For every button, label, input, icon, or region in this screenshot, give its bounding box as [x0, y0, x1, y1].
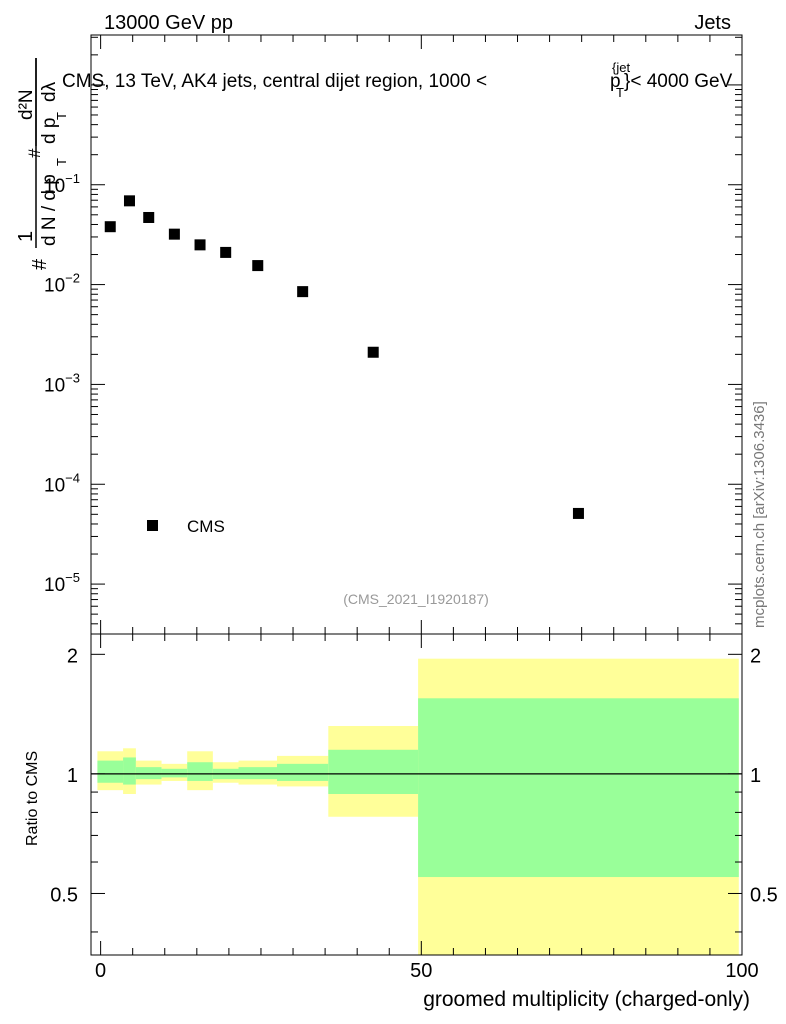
y-tick-label: 10−3 — [44, 370, 80, 396]
inner-band — [277, 763, 329, 781]
x-axis-label: groomed multiplicity (charged-only) — [423, 988, 750, 1011]
data-point — [367, 346, 379, 358]
title-sub: T — [616, 85, 624, 100]
inner-band — [135, 767, 162, 780]
data-point — [220, 246, 232, 258]
analysis-tag: (CMS_2021_I1920187) — [343, 591, 489, 607]
ratio-bands — [97, 658, 739, 955]
ratio-axis-ticks — [91, 634, 743, 955]
ylabel-hash1: # — [29, 258, 51, 270]
ylabel-dp: d p — [39, 118, 60, 144]
main-axis-ticks — [91, 35, 743, 634]
main-plot-frame — [90, 34, 743, 635]
data-point — [123, 195, 135, 207]
x-tick-label: 0 — [95, 960, 106, 982]
inner-band — [328, 749, 419, 794]
data-point — [104, 221, 116, 233]
x-tick-labels: 0 50 100 — [95, 960, 759, 982]
watermark: mcplots.cern.ch [arXiv:1306.3436] — [751, 401, 768, 628]
inner-band — [123, 757, 136, 785]
plot-title: CMS, 13 TeV, AK4 jets, central dijet reg… — [62, 60, 733, 100]
data-point — [572, 507, 584, 519]
y-tick-label: 10−5 — [44, 570, 80, 596]
header-right: Jets — [694, 12, 731, 34]
ylabel-hash2: # — [25, 148, 44, 158]
ratio-y-tick-label-right: 2 — [750, 645, 761, 667]
data-points — [104, 195, 584, 519]
title-main: CMS, 13 TeV, AK4 jets, central dijet reg… — [62, 71, 487, 92]
inner-band — [97, 760, 124, 783]
main-y-tick-labels: 10−1 10−2 10−3 10−4 10−5 — [44, 171, 80, 596]
legend-marker — [147, 520, 158, 531]
ylabel-T2: T — [54, 112, 69, 120]
y-tick-label: 10−1 — [44, 171, 80, 197]
inner-band — [418, 698, 739, 878]
ylabel-d2N: d²N — [16, 89, 37, 120]
data-point — [252, 260, 264, 272]
y-axis-label: # 1 d N / d p T # d²N d p T dλ — [15, 58, 69, 270]
ratio-y-tick-label-left: 1 — [67, 765, 78, 787]
data-point — [168, 228, 180, 240]
y-tick-label: 10−4 — [44, 470, 80, 496]
title-close: }< 4000 GeV — [624, 71, 733, 92]
ratio-y-axis-label: Ratio to CMS — [24, 751, 41, 846]
data-point — [194, 239, 206, 251]
ylabel-dl: dλ — [39, 81, 60, 102]
data-point — [143, 211, 155, 223]
legend-label: CMS — [187, 517, 225, 536]
ylabel-dN: d N / d p — [39, 174, 60, 246]
x-tick-label: 50 — [410, 960, 432, 982]
ylabel-one: 1 — [15, 231, 37, 242]
header-left: 13000 GeV pp — [104, 12, 233, 34]
title-p: p — [610, 71, 621, 92]
inner-band — [161, 768, 188, 778]
y-tick-label: 10−2 — [44, 271, 80, 297]
ratio-y-tick-label-right: 1 — [750, 765, 761, 787]
title-sup: {jet — [612, 60, 630, 75]
x-tick-label: 100 — [725, 960, 758, 982]
ratio-plot-frame — [90, 633, 743, 956]
data-point — [297, 286, 309, 298]
ratio-y-tick-labels: 0.5 0.5 1 1 2 2 — [50, 645, 778, 906]
inner-band — [238, 767, 277, 780]
inner-band — [187, 762, 213, 781]
ratio-y-tick-label-left: 2 — [67, 645, 78, 667]
ratio-y-tick-label-left: 0.5 — [50, 884, 78, 906]
ratio-y-tick-label-right: 0.5 — [750, 884, 778, 906]
ylabel-T1: T — [54, 158, 69, 166]
